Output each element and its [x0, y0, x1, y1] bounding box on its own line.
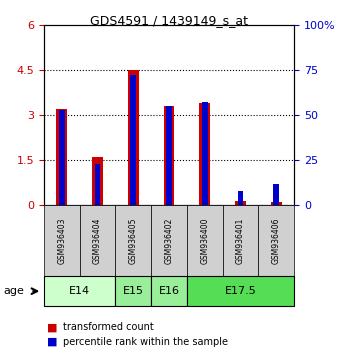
Bar [273, 184, 279, 205]
Bar [238, 191, 243, 205]
Text: transformed count: transformed count [63, 322, 153, 332]
Text: GDS4591 / 1439149_s_at: GDS4591 / 1439149_s_at [90, 14, 248, 27]
Bar [199, 103, 210, 205]
Text: GSM936406: GSM936406 [272, 217, 281, 264]
Text: GSM936404: GSM936404 [93, 217, 102, 264]
Text: GSM936403: GSM936403 [57, 217, 66, 264]
Text: percentile rank within the sample: percentile rank within the sample [63, 337, 227, 347]
Bar [202, 102, 208, 205]
Text: E15: E15 [123, 286, 144, 296]
Bar [164, 106, 174, 205]
Bar [128, 70, 139, 205]
Bar [235, 201, 246, 205]
Text: GSM936400: GSM936400 [200, 217, 209, 264]
Bar [130, 75, 136, 205]
Bar [95, 164, 100, 205]
Text: GSM936402: GSM936402 [165, 217, 173, 264]
Text: age: age [3, 286, 24, 296]
Bar [166, 106, 172, 205]
Text: E16: E16 [159, 286, 179, 296]
Bar [271, 202, 282, 205]
Text: ■: ■ [47, 322, 58, 332]
Bar [92, 157, 103, 205]
Text: ■: ■ [47, 337, 58, 347]
Text: GSM936405: GSM936405 [129, 217, 138, 264]
Text: GSM936401: GSM936401 [236, 217, 245, 264]
Text: E17.5: E17.5 [224, 286, 256, 296]
Text: E14: E14 [69, 286, 90, 296]
Bar [59, 110, 65, 205]
Bar [56, 109, 67, 205]
